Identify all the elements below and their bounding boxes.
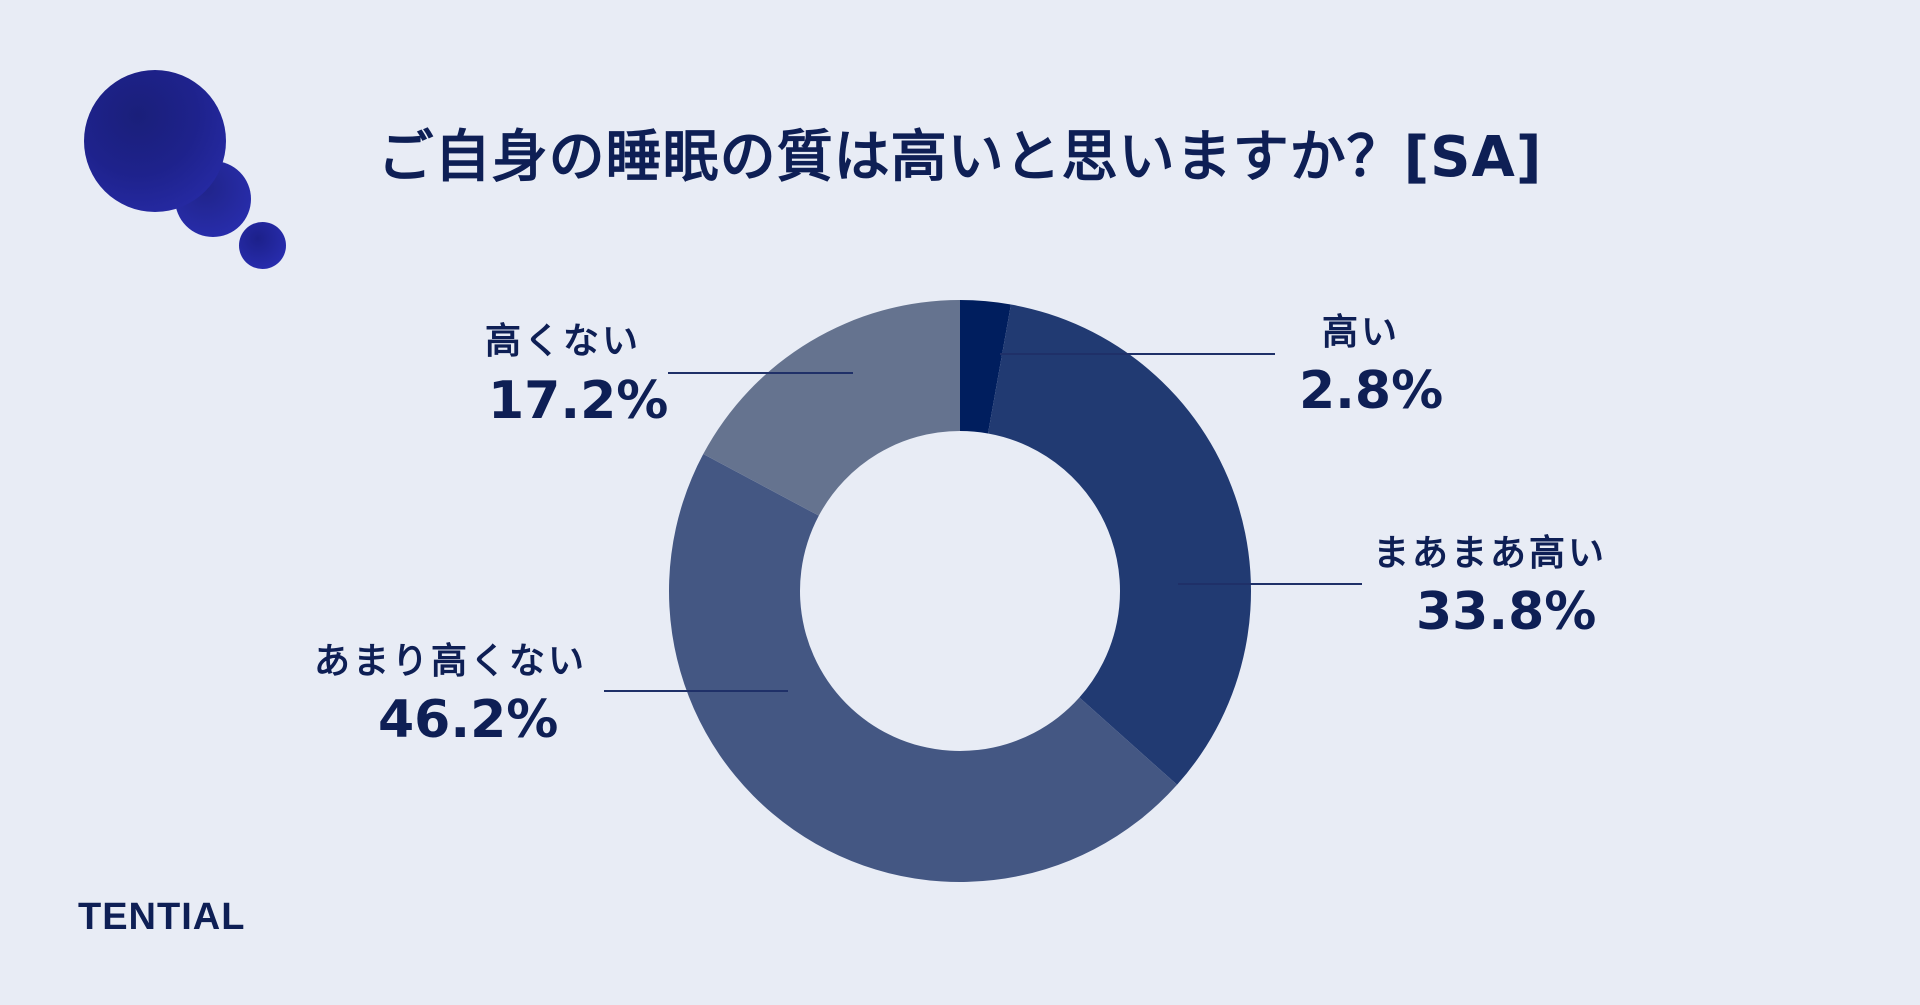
slice-label-amari-takakunai: あまり高くない xyxy=(314,641,588,682)
donut-slices xyxy=(669,300,1251,882)
donut-slice-takakunai xyxy=(703,300,960,516)
slice-label-maamaa-takai: まあまあ高い xyxy=(1373,533,1608,574)
leader-lines xyxy=(604,353,1362,692)
slice-value-maamaa-takai: 33.8% xyxy=(1416,582,1597,642)
donut-slice-amari-takakunai xyxy=(669,454,1178,882)
decorative-bubble-small xyxy=(239,222,286,269)
donut-slice-maamaa-takai xyxy=(988,304,1251,785)
decorative-bubble-large xyxy=(84,70,226,212)
brand-logo: TENTIAL xyxy=(78,896,246,938)
slice-label-takakunai: 高くない xyxy=(485,321,642,362)
slice-value-takai: 2.8% xyxy=(1299,361,1444,421)
slice-value-takakunai: 17.2% xyxy=(488,371,669,431)
slice-label-takai: 高い xyxy=(1322,312,1401,353)
chart-title: ご自身の睡眠の質は高いと思いますか？[SA] xyxy=(377,125,1543,190)
slice-value-amari-takakunai: 46.2% xyxy=(378,690,559,750)
donut-slice-takai xyxy=(960,300,1011,434)
